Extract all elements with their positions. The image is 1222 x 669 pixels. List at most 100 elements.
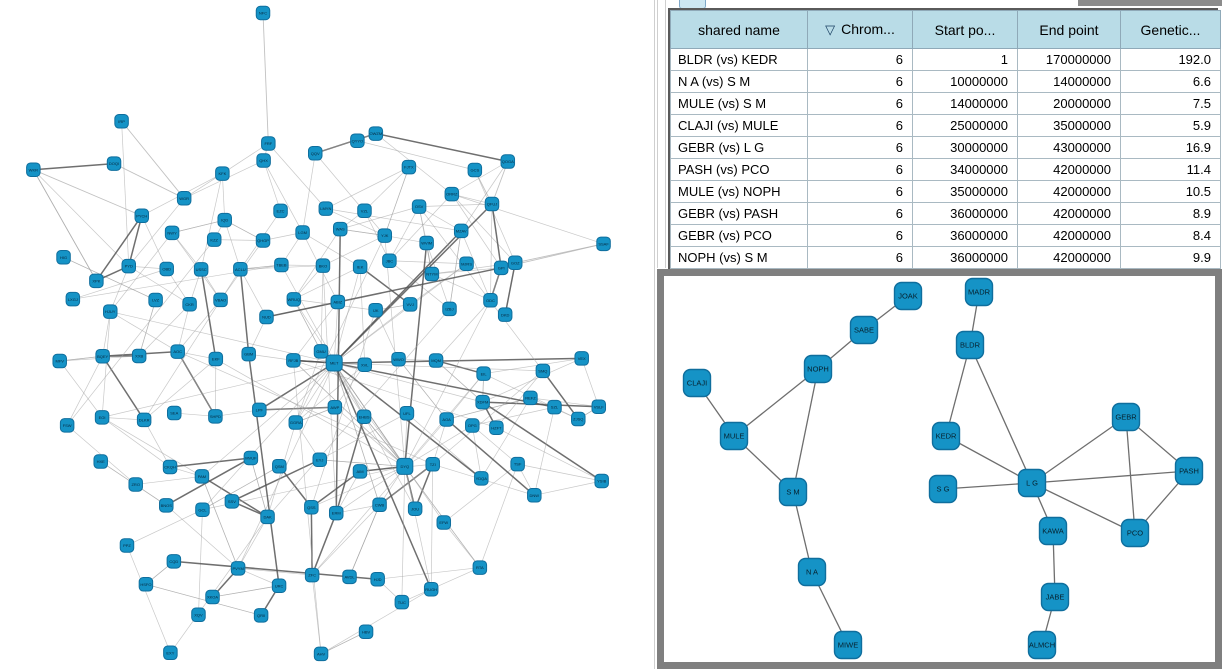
table-cell[interactable]: 42000000 bbox=[1017, 180, 1121, 203]
network-node[interactable]: XDFM bbox=[475, 394, 490, 410]
node-shape[interactable] bbox=[271, 578, 287, 594]
column-header-0[interactable]: shared name bbox=[670, 10, 808, 49]
node-shape[interactable] bbox=[259, 309, 274, 325]
network-node[interactable]: ZJSQ bbox=[571, 411, 586, 427]
network-node[interactable]: GCL bbox=[195, 502, 210, 517]
node-shape[interactable] bbox=[164, 225, 180, 241]
network-node[interactable]: GBM bbox=[241, 346, 256, 362]
network-node[interactable]: OWZM bbox=[368, 126, 384, 141]
network-node[interactable]: HJUY bbox=[103, 304, 118, 319]
network-node[interactable]: HSFO bbox=[138, 577, 154, 592]
network-node[interactable]: TBEB bbox=[274, 257, 289, 273]
network-node[interactable]: VSLF bbox=[591, 399, 607, 414]
network-node[interactable]: IRP bbox=[114, 114, 129, 129]
node-shape[interactable] bbox=[459, 256, 474, 271]
node-shape[interactable] bbox=[195, 502, 210, 517]
network-node[interactable]: IQD bbox=[217, 212, 232, 228]
network-node[interactable]: OSV bbox=[411, 199, 427, 214]
node-shape[interactable] bbox=[833, 630, 863, 660]
table-cell[interactable]: 42000000 bbox=[1017, 202, 1121, 225]
network-node[interactable]: LXGJ bbox=[65, 291, 81, 307]
network-node[interactable]: AWP bbox=[327, 400, 343, 415]
table-cell[interactable]: 6 bbox=[807, 48, 913, 71]
node-shape[interactable] bbox=[436, 515, 452, 530]
node-shape[interactable] bbox=[803, 354, 833, 384]
network-node[interactable]: ORRZ bbox=[444, 186, 460, 202]
network-node-almch[interactable]: ALMCH bbox=[1027, 630, 1057, 660]
network-node[interactable]: DLKR bbox=[136, 412, 152, 428]
network-node[interactable]: CKR bbox=[182, 296, 197, 312]
table-cell[interactable]: 192.0 bbox=[1120, 48, 1221, 71]
network-node[interactable]: MFV bbox=[52, 353, 67, 369]
node-shape[interactable] bbox=[106, 156, 122, 171]
network-node[interactable]: IZBJ bbox=[442, 301, 457, 317]
node-shape[interactable] bbox=[394, 594, 410, 610]
network-node[interactable]: NUD bbox=[259, 309, 274, 325]
node-shape[interactable] bbox=[1040, 582, 1070, 612]
node-shape[interactable] bbox=[1174, 456, 1204, 486]
node-shape[interactable] bbox=[370, 571, 385, 587]
node-shape[interactable] bbox=[419, 235, 434, 251]
network-node[interactable]: ERM bbox=[328, 505, 344, 521]
table-cell[interactable]: GEBR (vs) PASH bbox=[670, 202, 808, 225]
node-shape[interactable] bbox=[893, 281, 923, 311]
node-shape[interactable] bbox=[596, 236, 611, 252]
node-shape[interactable] bbox=[411, 199, 427, 214]
table-cell[interactable]: 6 bbox=[807, 136, 913, 159]
network-node[interactable]: MET bbox=[325, 354, 343, 372]
node-shape[interactable] bbox=[467, 162, 483, 178]
node-shape[interactable] bbox=[444, 186, 460, 202]
network-node[interactable]: EKF bbox=[208, 351, 224, 367]
node-shape[interactable] bbox=[474, 471, 489, 486]
node-shape[interactable] bbox=[442, 301, 457, 317]
network-node[interactable]: GOZ bbox=[507, 255, 523, 271]
table-cell[interactable]: 42000000 bbox=[1017, 158, 1121, 181]
node-shape[interactable] bbox=[465, 418, 480, 433]
node-shape[interactable] bbox=[255, 5, 271, 21]
node-shape[interactable] bbox=[571, 411, 586, 427]
network-node[interactable]: HJD bbox=[370, 571, 385, 587]
node-shape[interactable] bbox=[170, 344, 185, 359]
network-node[interactable]: FSW bbox=[59, 418, 75, 433]
table-row[interactable]: GEBR (vs) PCO 6 36000000 42000000 8.4 bbox=[670, 224, 1221, 247]
network-node-sabe[interactable]: SABE bbox=[849, 315, 879, 345]
table-cell[interactable]: 7.5 bbox=[1120, 92, 1221, 115]
table-row[interactable]: N A (vs) S M 6 10000000 14000000 6.6 bbox=[670, 70, 1221, 93]
node-shape[interactable] bbox=[682, 368, 712, 398]
network-node[interactable]: DAK bbox=[260, 509, 275, 525]
node-shape[interactable] bbox=[931, 421, 961, 451]
node-shape[interactable] bbox=[510, 456, 525, 472]
network-node[interactable]: SEA bbox=[166, 405, 182, 421]
network-node[interactable]: YDQA bbox=[474, 471, 489, 486]
table-cell[interactable]: 34000000 bbox=[912, 158, 1018, 181]
network-node[interactable]: RUGH bbox=[423, 581, 439, 597]
node-shape[interactable] bbox=[286, 353, 301, 368]
network-node[interactable]: USSC bbox=[193, 262, 209, 277]
node-shape[interactable] bbox=[342, 569, 357, 585]
network-node[interactable]: LMYN bbox=[318, 201, 334, 216]
node-shape[interactable] bbox=[307, 146, 323, 161]
network-node[interactable]: QHX bbox=[256, 153, 271, 168]
node-shape[interactable] bbox=[93, 454, 108, 469]
network-node[interactable]: QRII bbox=[253, 608, 269, 623]
node-shape[interactable] bbox=[312, 452, 328, 467]
network-node[interactable]: WKR bbox=[26, 162, 41, 177]
node-shape[interactable] bbox=[131, 348, 147, 364]
node-shape[interactable] bbox=[964, 277, 994, 307]
panel-splitter[interactable] bbox=[654, 0, 655, 669]
node-shape[interactable] bbox=[476, 366, 491, 381]
node-shape[interactable] bbox=[928, 474, 958, 504]
table-cell[interactable]: 6 bbox=[807, 180, 913, 203]
table-row[interactable]: CLAJI (vs) MULE 6 25000000 35000000 5.9 bbox=[670, 114, 1221, 137]
table-cell[interactable]: 35000000 bbox=[912, 180, 1018, 203]
node-shape[interactable] bbox=[318, 201, 334, 216]
table-cell[interactable]: BLDR (vs) KEDR bbox=[670, 48, 808, 71]
network-node[interactable]: URC bbox=[271, 578, 287, 594]
node-shape[interactable] bbox=[1027, 630, 1057, 660]
node-shape[interactable] bbox=[497, 307, 513, 322]
network-node[interactable]: KFK bbox=[215, 166, 230, 181]
table-cell[interactable]: 10.5 bbox=[1120, 180, 1221, 203]
table-cell[interactable]: 1 bbox=[912, 48, 1018, 71]
node-shape[interactable] bbox=[399, 405, 415, 421]
node-shape[interactable] bbox=[213, 292, 228, 308]
